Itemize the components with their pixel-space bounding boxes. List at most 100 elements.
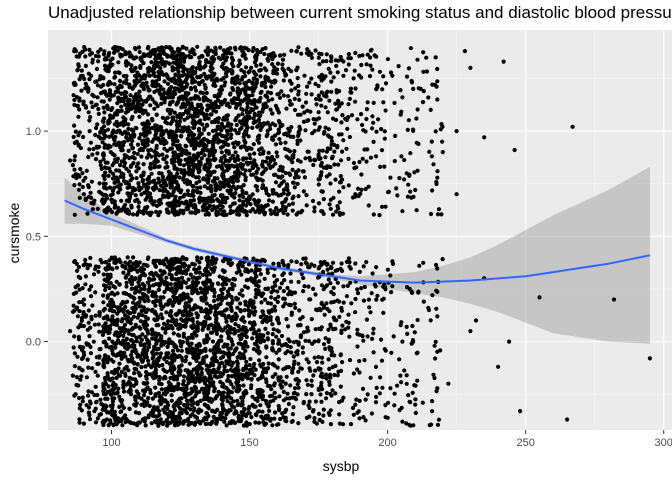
data-point bbox=[281, 289, 286, 294]
data-point bbox=[305, 382, 310, 387]
data-point bbox=[141, 381, 146, 386]
data-point bbox=[121, 204, 126, 209]
data-point bbox=[179, 275, 185, 280]
data-point bbox=[95, 151, 100, 156]
data-point bbox=[336, 206, 341, 211]
data-point bbox=[349, 113, 355, 118]
data-point bbox=[269, 290, 274, 295]
data-point bbox=[414, 208, 419, 213]
data-point bbox=[126, 169, 131, 174]
data-point bbox=[158, 66, 163, 71]
data-point bbox=[184, 295, 189, 300]
data-point bbox=[292, 175, 298, 180]
data-point bbox=[140, 102, 145, 107]
data-point bbox=[213, 258, 218, 263]
data-point bbox=[435, 79, 440, 84]
data-point bbox=[408, 46, 413, 51]
data-point bbox=[134, 335, 139, 340]
data-point bbox=[340, 149, 345, 154]
data-point bbox=[132, 46, 138, 51]
data-point bbox=[137, 114, 142, 119]
data-point bbox=[145, 380, 150, 386]
data-point bbox=[131, 161, 136, 166]
data-point bbox=[257, 99, 262, 104]
data-point bbox=[227, 104, 232, 109]
data-point bbox=[319, 52, 324, 57]
data-point bbox=[316, 177, 321, 182]
data-point bbox=[247, 363, 252, 368]
data-point bbox=[115, 311, 120, 316]
data-point bbox=[240, 377, 245, 382]
data-point bbox=[197, 407, 202, 412]
data-point bbox=[326, 146, 331, 151]
data-point bbox=[122, 160, 128, 166]
data-point bbox=[221, 161, 226, 166]
data-point bbox=[179, 411, 184, 416]
data-point bbox=[251, 347, 256, 352]
data-point bbox=[268, 318, 273, 323]
data-point bbox=[79, 316, 85, 321]
data-point bbox=[258, 95, 263, 101]
data-point bbox=[169, 146, 174, 151]
data-point bbox=[129, 116, 134, 122]
data-point bbox=[141, 52, 146, 57]
data-point bbox=[260, 183, 265, 188]
data-point bbox=[191, 189, 196, 194]
data-point bbox=[131, 314, 136, 319]
data-point bbox=[232, 367, 237, 372]
data-point bbox=[177, 195, 183, 201]
data-point bbox=[207, 375, 212, 380]
data-point bbox=[84, 375, 89, 380]
data-point bbox=[368, 55, 373, 60]
data-point bbox=[232, 157, 237, 162]
data-point bbox=[160, 152, 165, 157]
data-point bbox=[95, 95, 100, 100]
data-point bbox=[140, 81, 146, 86]
data-point bbox=[187, 181, 192, 186]
data-point bbox=[130, 376, 135, 381]
data-point bbox=[165, 74, 170, 79]
data-point bbox=[160, 174, 165, 179]
data-point bbox=[145, 263, 150, 268]
data-point bbox=[164, 275, 169, 280]
data-point bbox=[110, 130, 115, 135]
data-point bbox=[296, 132, 301, 137]
data-point bbox=[239, 125, 244, 131]
data-point bbox=[203, 86, 208, 91]
data-point bbox=[299, 262, 304, 267]
data-point bbox=[236, 168, 241, 174]
data-point bbox=[141, 162, 146, 167]
data-point bbox=[206, 206, 211, 211]
data-point bbox=[370, 67, 375, 72]
data-point bbox=[88, 190, 93, 195]
data-point bbox=[262, 276, 267, 281]
data-point bbox=[106, 52, 111, 57]
data-point bbox=[141, 182, 147, 187]
data-point bbox=[229, 179, 234, 184]
data-point bbox=[114, 279, 119, 284]
data-point bbox=[160, 316, 165, 321]
data-point bbox=[388, 70, 394, 75]
data-point bbox=[207, 153, 212, 158]
data-point bbox=[148, 372, 153, 377]
data-point bbox=[320, 59, 326, 64]
data-point bbox=[289, 48, 294, 53]
data-point bbox=[319, 90, 324, 95]
data-point bbox=[108, 207, 113, 212]
data-point bbox=[198, 350, 203, 355]
data-point bbox=[301, 289, 306, 294]
data-point bbox=[330, 388, 335, 393]
data-point bbox=[147, 403, 152, 408]
data-point bbox=[253, 420, 258, 425]
data-point bbox=[238, 260, 243, 265]
data-point bbox=[295, 112, 301, 117]
data-point bbox=[97, 329, 102, 334]
data-point bbox=[123, 305, 128, 310]
data-point bbox=[164, 140, 169, 145]
data-point bbox=[202, 166, 207, 171]
data-point bbox=[174, 102, 179, 107]
data-point bbox=[160, 272, 165, 277]
data-point bbox=[303, 156, 308, 161]
data-point bbox=[247, 320, 253, 325]
data-point bbox=[169, 360, 174, 365]
